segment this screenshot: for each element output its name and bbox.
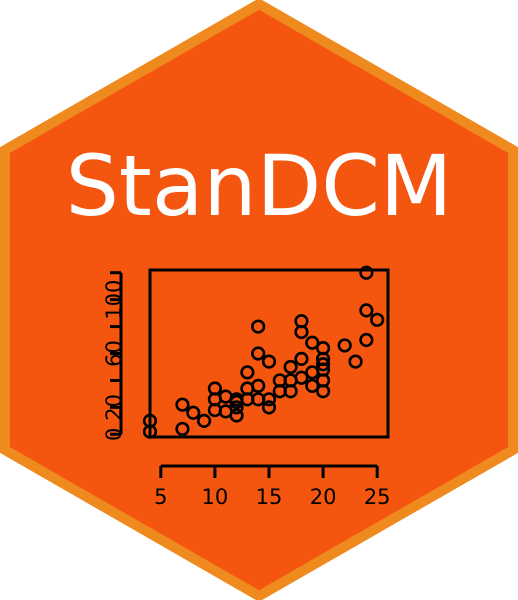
x-tick-label: 25 [364,485,391,509]
x-tick-label: 20 [310,485,337,509]
scatter-plot: 5 10 15 20 25 0 20 60 100 [102,265,391,509]
data-points [142,265,385,439]
y-tick-label: 0 [102,428,126,441]
data-point [283,359,298,375]
y-axis: 0 20 60 100 [102,271,126,441]
data-point [305,378,320,393]
x-tick-label: 5 [154,485,167,509]
data-point [337,338,352,353]
data-point [370,312,385,327]
data-point [315,341,331,356]
y-tick-label: 100 [102,280,126,320]
data-point [229,400,244,415]
data-point [251,346,266,361]
data-point [359,303,374,318]
data-point [294,370,309,385]
data-point [229,408,244,423]
data-point [240,365,255,380]
data-point [261,392,277,407]
data-point [315,357,331,372]
y-tick-label: 20 [102,394,126,421]
data-point [251,319,266,334]
x-tick-label: 10 [202,485,229,509]
data-point [294,351,309,366]
data-point [359,332,374,348]
data-point [261,354,277,369]
plot-frame [148,268,390,439]
data-point [196,413,212,428]
data-point [305,335,320,350]
x-axis: 5 10 15 20 25 [154,464,391,509]
data-point [207,381,223,396]
data-point [251,378,266,393]
x-tick-label: 15 [256,485,283,509]
y-tick-label: 60 [102,340,126,367]
data-point [359,265,374,280]
data-point [186,405,201,420]
data-point [261,400,277,415]
data-point [175,421,190,437]
data-point [348,354,363,369]
data-point [294,314,309,329]
data-point [175,397,190,412]
logo-title: StanDCM [66,137,453,235]
data-point [142,413,158,428]
